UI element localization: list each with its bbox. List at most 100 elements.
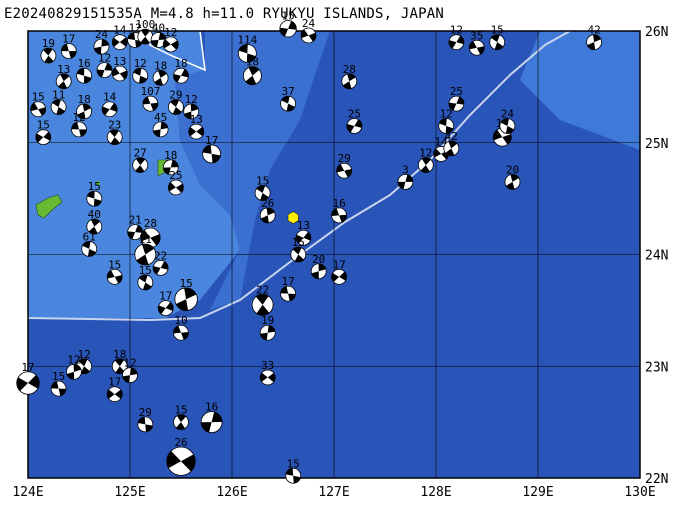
map-frame: [27, 30, 641, 479]
event-label: 18: [174, 57, 187, 70]
event-label: 26: [261, 197, 274, 210]
event-label: 61: [83, 230, 96, 243]
event-label: 25: [348, 107, 361, 120]
focal-mechanism-beachball: [336, 162, 353, 179]
focal-mechanism-beachball: [188, 123, 205, 140]
focal-mechanism-beachball: [397, 173, 414, 190]
focal-mechanism-beachball: [448, 34, 465, 51]
event-label: 12: [77, 348, 90, 361]
focal-mechanism-beachball: [96, 62, 113, 79]
event-label: 40: [88, 208, 101, 221]
event-label: 18: [113, 348, 126, 361]
focal-mechanism-beachball: [331, 207, 348, 224]
focal-mechanism-beachball: [101, 101, 118, 118]
event-label: 27: [134, 147, 147, 160]
focal-mechanism-beachball: [35, 129, 52, 146]
event-label: 15: [281, 10, 294, 23]
latitude-label: 23N: [645, 360, 668, 375]
focal-mechanism-beachball: [285, 467, 302, 484]
focal-mechanism-beachball: [295, 229, 312, 246]
graticule: [28, 31, 640, 478]
event-label: 15: [256, 175, 269, 188]
latitude-label: 26N: [645, 25, 668, 40]
focal-mechanism-beachball: [259, 207, 276, 224]
event-label: 12: [185, 93, 198, 106]
event-label: 11: [52, 88, 65, 101]
event-label: 18: [164, 149, 177, 162]
focal-mechanism-beachball: [504, 173, 521, 190]
island: [35, 194, 63, 219]
focal-mechanism-beachball: [157, 300, 174, 317]
focal-mechanism-beachball: [280, 95, 297, 112]
event-label: 13: [57, 63, 70, 76]
event-label: 19: [42, 37, 55, 50]
focal-mechanism-beachball: [40, 47, 57, 64]
event-label: 21: [128, 214, 141, 227]
focal-mechanism-beachball: [132, 157, 149, 174]
focal-mechanism-beachball: [16, 371, 40, 395]
event-label: 20: [312, 253, 325, 266]
event-label: 13: [113, 55, 126, 68]
longitude-label: 130E: [624, 485, 655, 500]
focal-mechanism-beachball: [173, 414, 189, 431]
focal-mechanism-beachball: [152, 121, 169, 138]
focal-mechanism-beachball: [443, 140, 460, 157]
focal-mechanism-beachball: [30, 101, 47, 118]
event-label: 15: [174, 404, 187, 417]
island: [96, 181, 100, 185]
focal-mechanism-beachball: [468, 39, 485, 56]
event-label: 12: [419, 147, 432, 160]
event-label: 16: [332, 197, 345, 210]
ocean-trough-light: [520, 31, 640, 150]
focal-mechanism-beachball: [290, 246, 307, 263]
event-label: 24: [302, 17, 316, 30]
focal-mechanism-beachball: [279, 20, 297, 38]
event-label: 15: [108, 258, 121, 271]
event-label: 15: [287, 457, 300, 470]
focal-mechanism-beachball: [152, 260, 169, 276]
focal-mechanism-beachball: [259, 369, 276, 386]
focal-mechanism-beachball: [499, 118, 516, 134]
focal-mechanism-beachball: [417, 157, 434, 174]
event-label: 15: [37, 119, 50, 132]
event-label: 12: [72, 111, 85, 124]
focal-mechanism-beachball: [586, 34, 602, 51]
event-label: 17: [205, 134, 218, 147]
longitude-label: 124E: [12, 485, 43, 500]
focal-mechanism-beachball: [438, 118, 455, 134]
event-label: 17: [108, 376, 121, 389]
focal-mechanism-beachball: [60, 43, 77, 60]
focal-mechanism-beachball: [111, 34, 128, 51]
focal-mechanism-beachball: [76, 67, 92, 84]
focal-mechanism-beachball: [76, 103, 92, 120]
focal-mechanism-beachball: [173, 324, 189, 341]
event-label: 40: [152, 21, 165, 34]
focal-mechanism-beachball: [111, 358, 128, 375]
focal-mechanism-beachball: [202, 144, 222, 164]
focal-mechanism-beachball: [166, 446, 196, 476]
event-label: 26: [174, 436, 187, 449]
event-label: 10: [174, 314, 187, 327]
event-label: 33: [261, 359, 274, 372]
latitude-label: 24N: [645, 249, 668, 264]
event-label: 25: [169, 169, 182, 182]
event-label: 42: [587, 24, 600, 37]
event-label: 28: [144, 217, 157, 230]
focal-mechanism-beachball: [50, 99, 67, 115]
longitude-label: 125E: [114, 485, 145, 500]
map-title: E20240829151535A M=4.8 h=11.0 RYUKYU ISL…: [4, 6, 445, 22]
event-label: 17: [332, 258, 345, 271]
focal-mechanism-beachball: [50, 380, 67, 397]
focal-mechanism-beachball: [86, 218, 103, 235]
event-label: 12: [67, 353, 80, 366]
focal-mechanism-beachball: [137, 274, 154, 291]
event-label: 12: [440, 107, 453, 120]
focal-mechanism-beachball: [106, 129, 123, 146]
focal-mechanism-beachball: [137, 416, 154, 433]
event-label: 12: [98, 52, 111, 65]
focal-mechanism-beachball: [137, 28, 154, 45]
focal-mechanism-beachball: [259, 324, 276, 341]
focal-mechanism-beachball: [86, 190, 103, 207]
focal-mechanism-beachball: [71, 121, 87, 138]
